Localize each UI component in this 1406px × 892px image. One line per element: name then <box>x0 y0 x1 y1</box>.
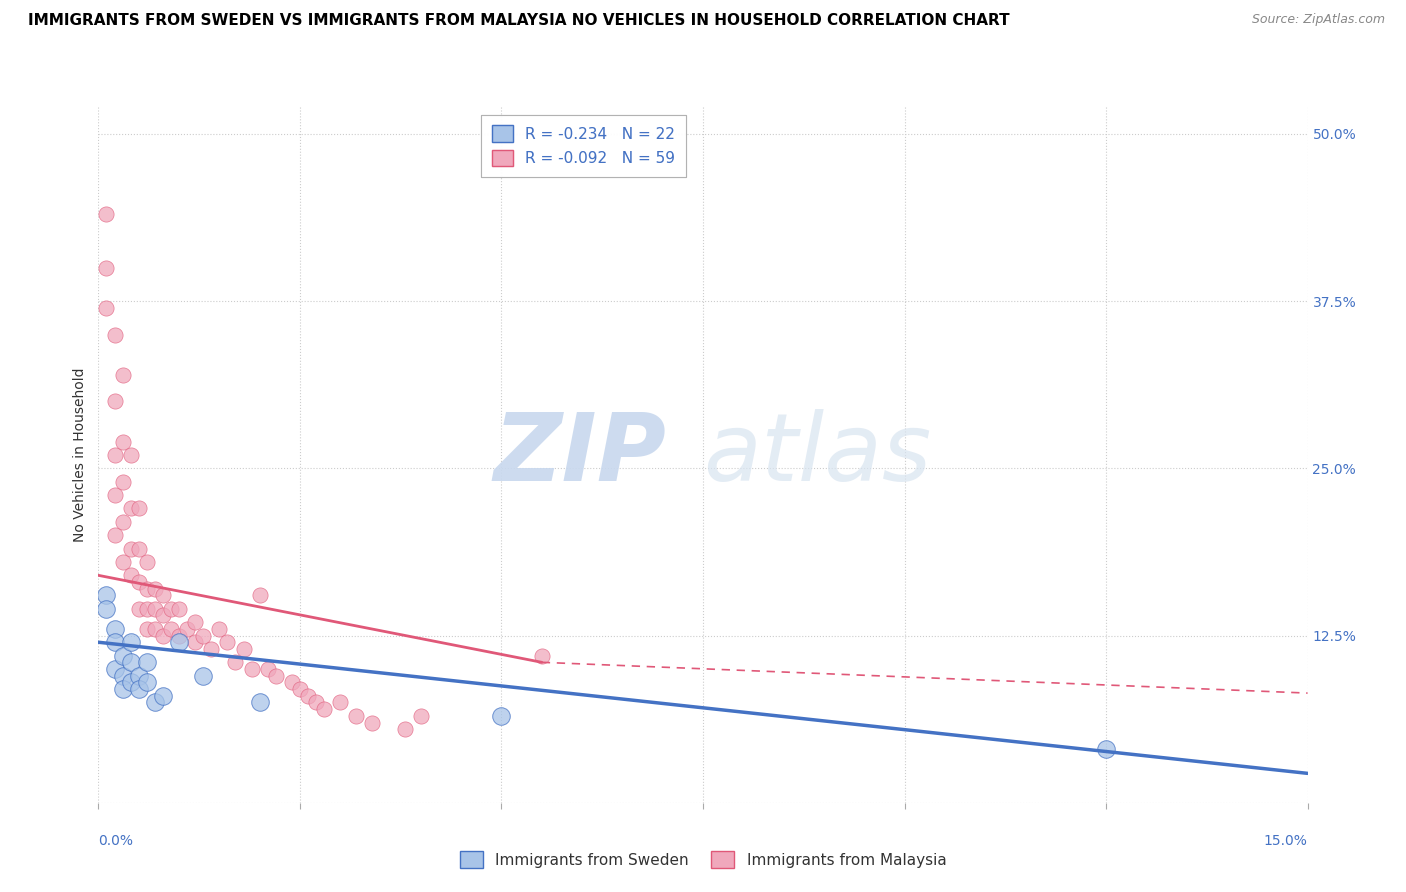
Point <box>491 708 513 723</box>
Point <box>281 675 304 690</box>
Point <box>103 394 125 409</box>
Point <box>111 434 134 449</box>
Point <box>135 675 157 690</box>
Legend: Immigrants from Sweden, Immigrants from Malaysia: Immigrants from Sweden, Immigrants from … <box>453 844 953 875</box>
Point <box>135 655 157 669</box>
Point <box>264 669 287 683</box>
Point <box>120 501 142 516</box>
Point <box>135 622 157 636</box>
Point <box>288 681 311 696</box>
Point <box>361 715 384 730</box>
Point <box>103 327 125 342</box>
Point <box>103 662 125 676</box>
Point <box>128 602 150 616</box>
Point <box>103 622 125 636</box>
Point <box>128 681 150 696</box>
Point <box>184 635 207 649</box>
Point <box>160 622 183 636</box>
Point <box>143 582 166 596</box>
Point <box>120 541 142 556</box>
Point <box>128 501 150 516</box>
Text: IMMIGRANTS FROM SWEDEN VS IMMIGRANTS FROM MALAYSIA NO VEHICLES IN HOUSEHOLD CORR: IMMIGRANTS FROM SWEDEN VS IMMIGRANTS FRO… <box>28 13 1010 29</box>
Point <box>96 301 118 315</box>
Point <box>128 541 150 556</box>
Point <box>111 475 134 489</box>
Legend: R = -0.234   N = 22, R = -0.092   N = 59: R = -0.234 N = 22, R = -0.092 N = 59 <box>481 115 686 177</box>
Point <box>167 628 190 642</box>
Point <box>167 602 190 616</box>
Point <box>143 696 166 710</box>
Point <box>120 568 142 582</box>
Point <box>344 708 367 723</box>
Point <box>176 622 198 636</box>
Point <box>111 648 134 663</box>
Point <box>120 675 142 690</box>
Point <box>111 515 134 529</box>
Point <box>96 602 118 616</box>
Point <box>152 628 174 642</box>
Point <box>232 642 254 657</box>
Point <box>111 669 134 683</box>
Point <box>297 689 319 703</box>
Point <box>305 696 328 710</box>
Point <box>96 589 118 603</box>
Point <box>103 635 125 649</box>
Point <box>135 602 157 616</box>
Point <box>160 602 183 616</box>
Point <box>111 555 134 569</box>
Point <box>193 669 215 683</box>
Point <box>96 207 118 221</box>
Point <box>111 368 134 382</box>
Point <box>249 589 271 603</box>
Point <box>224 655 246 669</box>
Point <box>143 622 166 636</box>
Point <box>103 448 125 462</box>
Point <box>184 615 207 630</box>
Text: ZIP: ZIP <box>494 409 666 501</box>
Point <box>167 635 190 649</box>
Point <box>143 602 166 616</box>
Point <box>120 655 142 669</box>
Point <box>200 642 222 657</box>
Y-axis label: No Vehicles in Household: No Vehicles in Household <box>73 368 87 542</box>
Point <box>152 608 174 623</box>
Point <box>128 669 150 683</box>
Point <box>96 260 118 275</box>
Text: Source: ZipAtlas.com: Source: ZipAtlas.com <box>1251 13 1385 27</box>
Point <box>152 689 174 703</box>
Point <box>256 662 278 676</box>
Point <box>193 628 215 642</box>
Point <box>1095 742 1118 756</box>
Point <box>240 662 263 676</box>
Point <box>208 622 231 636</box>
Point <box>217 635 239 649</box>
Point <box>128 575 150 590</box>
Point <box>530 648 553 663</box>
Point <box>135 582 157 596</box>
Point <box>329 696 352 710</box>
Point <box>409 708 432 723</box>
Point <box>120 635 142 649</box>
Point <box>111 681 134 696</box>
Point <box>135 555 157 569</box>
Text: 15.0%: 15.0% <box>1264 834 1308 848</box>
Point <box>103 488 125 502</box>
Text: 0.0%: 0.0% <box>98 834 134 848</box>
Point <box>249 696 271 710</box>
Point <box>394 723 416 737</box>
Text: atlas: atlas <box>703 409 931 500</box>
Point <box>103 528 125 542</box>
Point <box>314 702 336 716</box>
Point <box>120 448 142 462</box>
Point <box>152 589 174 603</box>
